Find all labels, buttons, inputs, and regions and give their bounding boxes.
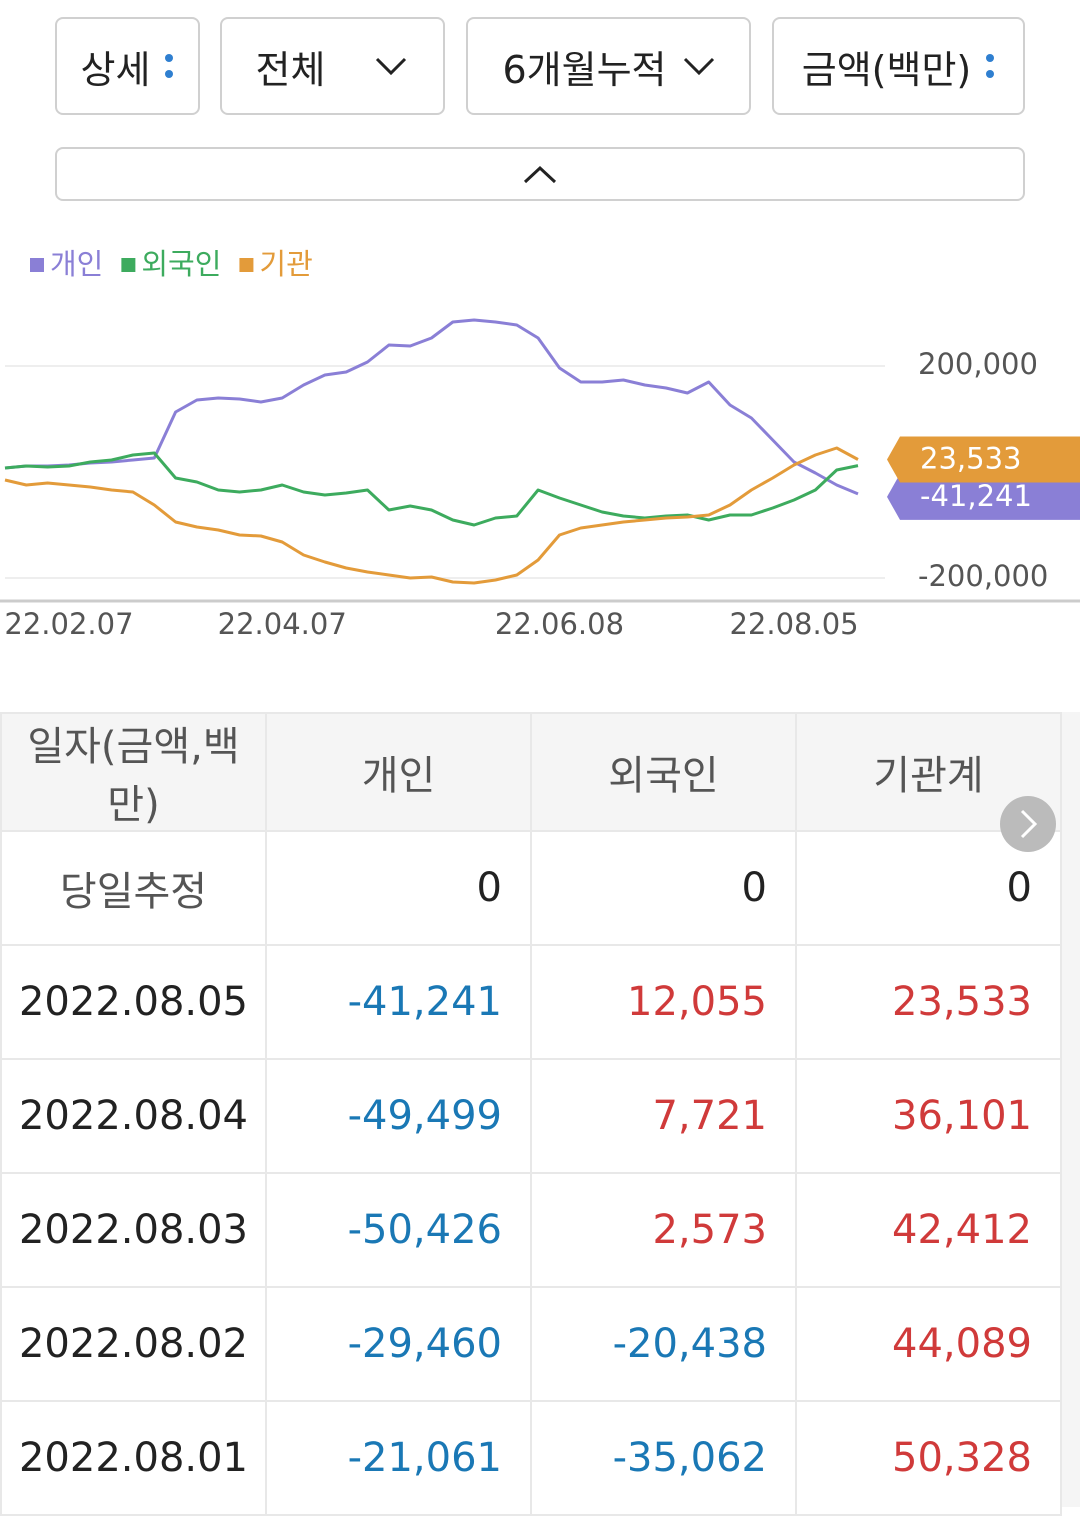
value-cell: 12,055: [530, 944, 797, 1060]
table-row: 2022.08.02 -29,460 -20,438 44,089: [0, 1286, 1062, 1402]
date-cell: 2022.08.01: [0, 1400, 267, 1516]
detail-label: 상세: [80, 47, 151, 92]
value-cell: -41,241: [265, 944, 532, 1060]
value-tag: [887, 436, 1080, 483]
value-cell: 44,089: [795, 1286, 1062, 1402]
value-cell: -20,438: [530, 1286, 797, 1402]
value-tag-label: -41,241: [920, 479, 1032, 513]
value-cell: -49,499: [265, 1058, 532, 1174]
series-line: [4, 451, 859, 527]
date-cell: 2022.08.04: [0, 1058, 267, 1174]
chart: 개인 외국인 기관 200,000 -200,000 22.02.07 22.04.07 22…: [0, 247, 1080, 641]
legend-label: 기관: [259, 247, 312, 281]
value-cell: 42,412: [795, 1172, 1062, 1288]
more-icon: [986, 54, 995, 78]
value-cell: 50,328: [795, 1400, 1062, 1516]
scope-label: 전체: [255, 47, 326, 92]
value-cell: -35,062: [530, 1400, 797, 1516]
chevron-right-icon: [1020, 809, 1038, 839]
value-tag-label: 23,533: [920, 442, 1021, 476]
value-tag: [887, 473, 1080, 520]
column-header: 외국인: [530, 712, 797, 832]
value-cell: 2,573: [530, 1172, 797, 1288]
date-cell: 2022.08.02: [0, 1286, 267, 1402]
value-cell: -29,460: [265, 1286, 532, 1402]
y-tick-label: -200,000: [918, 559, 1048, 593]
date-cell: 2022.08.05: [0, 944, 267, 1060]
legend-swatch: [30, 258, 44, 272]
series-line: [4, 318, 859, 496]
period-dropdown[interactable]: 6개월누적: [466, 17, 751, 115]
x-tick-label: 22.08.05: [729, 607, 858, 641]
x-tick-label: 22.06.08: [495, 607, 624, 641]
date-cell: 2022.08.03: [0, 1172, 267, 1288]
value-cell: 7,721: [530, 1058, 797, 1174]
x-tick-label: 22.04.07: [218, 607, 347, 641]
column-header: 개인: [265, 712, 532, 832]
table-row: 2022.08.01 -21,061 -35,062 50,328: [0, 1400, 1062, 1516]
chevron-up-icon: [523, 165, 557, 184]
detail-button[interactable]: 상세: [55, 17, 200, 115]
table-row: 2022.08.04 -49,499 7,721 36,101: [0, 1058, 1062, 1174]
legend-label: 외국인: [141, 247, 221, 281]
legend-swatch: [121, 258, 136, 272]
table-edge: [1062, 712, 1080, 1507]
x-tick-label: 22.02.07: [4, 607, 133, 641]
unit-label: 금액(백만): [801, 47, 972, 92]
date-cell: 당일추정: [0, 830, 267, 946]
value-cell: 0: [530, 830, 797, 946]
header-row: 일자(금액,백만) 개인 외국인 기관계: [0, 712, 1062, 832]
value-cell: -21,061: [265, 1400, 532, 1516]
value-cell: 23,533: [795, 944, 1062, 1060]
period-label: 6개월누적: [502, 47, 667, 92]
scope-dropdown[interactable]: 전체: [220, 17, 445, 115]
data-table: 일자(금액,백만) 개인 외국인 기관계 당일추정 0 0 0 2022.08.05 -41,24…: [0, 712, 1062, 1516]
table-row: 2022.08.05 -41,241 12,055 23,533: [0, 944, 1062, 1060]
more-icon: [165, 54, 174, 78]
legend-label: 개인: [50, 247, 103, 281]
legend-swatch: [239, 258, 254, 272]
table-row: 2022.08.03 -50,426 2,573 42,412: [0, 1172, 1062, 1288]
scroll-right-button[interactable]: [1000, 796, 1056, 852]
collapse-bar[interactable]: [55, 147, 1025, 201]
column-header: 일자(금액,백만): [0, 712, 267, 832]
unit-button[interactable]: 금액(백만): [772, 17, 1025, 115]
table-row: 당일추정 0 0 0: [0, 830, 1062, 946]
value-cell: -50,426: [265, 1172, 532, 1288]
value-cell: 0: [265, 830, 532, 946]
chevron-icon: [376, 57, 407, 76]
value-cell: 36,101: [795, 1058, 1062, 1174]
series-line: [4, 446, 859, 585]
y-tick-label: 200,000: [918, 347, 1038, 381]
chevron-icon: [683, 57, 714, 76]
